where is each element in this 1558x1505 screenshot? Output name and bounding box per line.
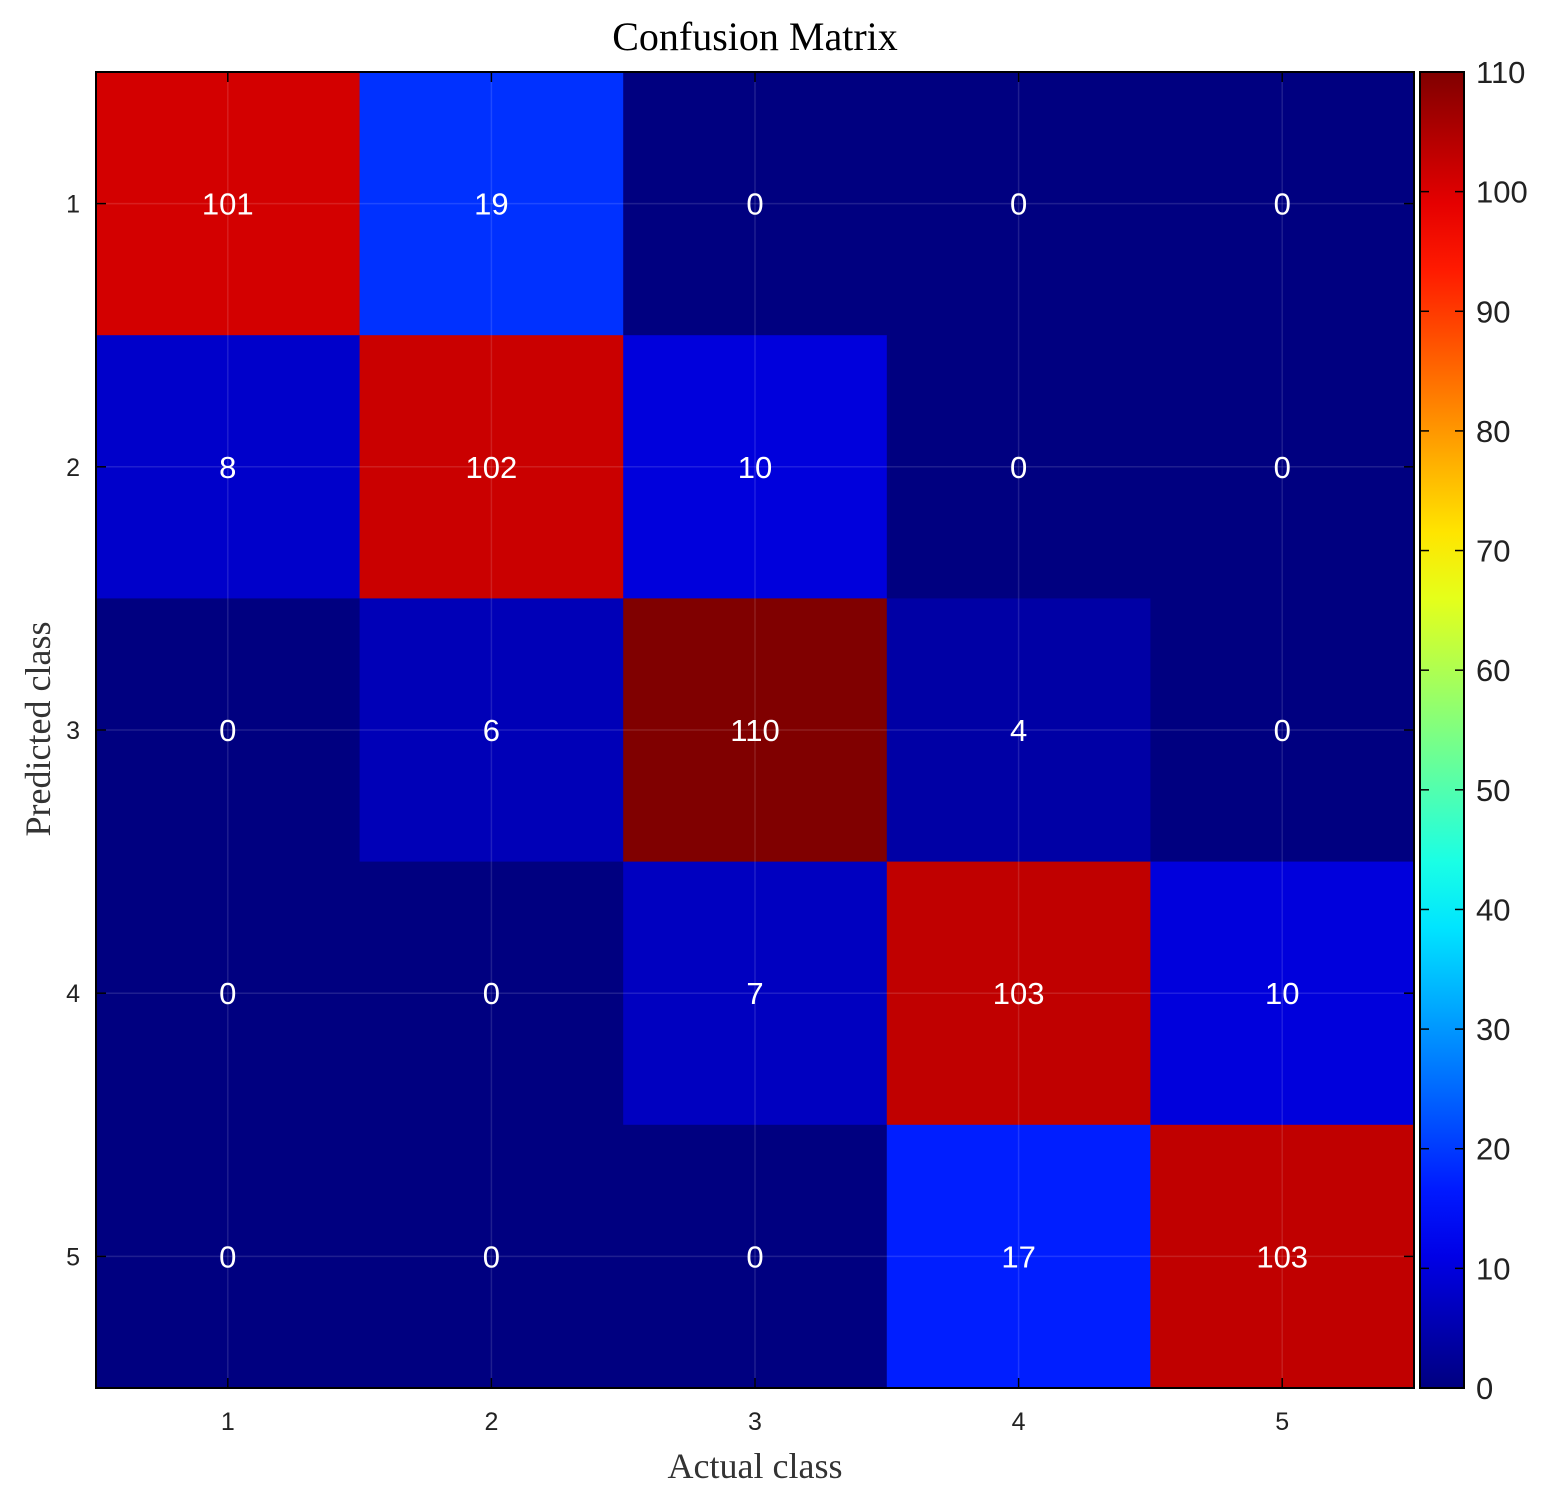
x-tick-label: 1 [221, 1408, 235, 1436]
y-axis-ticks: 1 2 3 4 5 [66, 191, 1414, 1271]
heatmap-cell [886, 861, 1151, 1126]
heatmap-cell [96, 72, 361, 336]
heatmap-cell [96, 861, 361, 1126]
cell-value-label: 0 [1010, 450, 1027, 485]
heatmap-cell [359, 335, 624, 599]
cell-value-label: 103 [993, 976, 1045, 1011]
heatmap-cell [96, 598, 361, 863]
heatmap-cell [359, 598, 624, 863]
colorbar-tick-label: 110 [1476, 55, 1525, 90]
cell-value-label: 0 [1010, 187, 1027, 222]
colorbar-tick-label: 20 [1476, 1132, 1510, 1167]
colorbar: 0 10 20 30 40 50 60 70 80 90 100 110 [1419, 55, 1528, 1406]
cell-value-label: 110 [730, 713, 779, 748]
cell-value-label: 0 [483, 1239, 500, 1274]
x-axis-label: Actual class [668, 1446, 843, 1486]
cell-value-label: 103 [1256, 1239, 1308, 1274]
heatmap-cell [1150, 1124, 1415, 1389]
heatmap-cell [1150, 335, 1415, 599]
cell-value-label: 19 [474, 187, 508, 222]
cell-value-label: 17 [1001, 1239, 1035, 1274]
x-tick-label: 4 [1012, 1408, 1026, 1436]
cell-value-label: 0 [746, 187, 763, 222]
cell-value-labels: 101 19 0 0 0 8 102 10 0 0 0 6 110 4 0 0 0 7 103 10 0 0 0 17 103 [202, 187, 1308, 1275]
colorbar-tick-label: 50 [1476, 773, 1510, 808]
chart-title: Confusion Matrix [612, 14, 898, 59]
cell-value-label: 0 [219, 713, 236, 748]
heatmap-cell [623, 1124, 888, 1389]
colorbar-tick-label: 80 [1476, 414, 1510, 449]
cell-value-label: 102 [466, 450, 518, 485]
y-tick-label: 1 [66, 191, 80, 219]
heatmap-cell [359, 1124, 624, 1389]
colorbar-tick-label: 70 [1476, 534, 1510, 569]
heatmap-cells [96, 72, 1415, 1389]
cell-value-label: 0 [219, 1239, 236, 1274]
x-axis-ticks: 1 2 3 4 5 [221, 72, 1289, 1436]
x-tick-label: 2 [484, 1408, 498, 1436]
colorbar-tick-label: 0 [1476, 1371, 1493, 1406]
cell-value-label: 10 [1265, 976, 1299, 1011]
heatmap-cell [96, 335, 361, 599]
colorbar-tick-label: 30 [1476, 1012, 1510, 1047]
heatmap-cell [359, 72, 624, 336]
cell-value-label: 4 [1010, 713, 1027, 748]
heatmap-cell [359, 861, 624, 1126]
cell-value-label: 0 [1274, 450, 1291, 485]
heatmap-cell [1150, 72, 1415, 336]
grid-lines [96, 72, 1414, 1388]
cell-value-label: 7 [746, 976, 763, 1011]
cell-value-label: 8 [219, 450, 236, 485]
cell-value-label: 0 [746, 1239, 763, 1274]
heatmap-cell [96, 1124, 361, 1389]
heatmap-cell [886, 598, 1151, 863]
y-tick-label: 3 [66, 717, 80, 745]
heatmap-cell [886, 72, 1151, 336]
cell-value-label: 6 [483, 713, 500, 748]
cell-value-label: 101 [202, 187, 254, 222]
heatmap-cell [886, 1124, 1151, 1389]
colorbar-tick-label: 10 [1476, 1251, 1510, 1286]
heatmap-cell [1150, 598, 1415, 863]
colorbar-tick-label: 100 [1476, 175, 1528, 210]
y-tick-label: 2 [66, 454, 80, 482]
cell-value-label: 0 [483, 976, 500, 1011]
heatmap-cell [623, 598, 888, 863]
x-tick-label: 5 [1275, 1408, 1289, 1436]
y-tick-label: 5 [66, 1243, 80, 1271]
cell-value-label: 10 [738, 450, 772, 485]
colorbar-tick-label: 90 [1476, 294, 1510, 329]
colorbar-tick-label: 60 [1476, 653, 1510, 688]
y-tick-label: 4 [66, 980, 80, 1008]
cell-value-label: 0 [1274, 187, 1291, 222]
cell-value-label: 0 [219, 976, 236, 1011]
heatmap-cell [623, 335, 888, 599]
heatmap-cell [623, 72, 888, 336]
cell-value-label: 0 [1274, 713, 1291, 748]
heatmap-cell [886, 335, 1151, 599]
y-axis-label: Predicted class [18, 622, 58, 837]
colorbar-tick-label: 40 [1476, 892, 1510, 927]
colorbar-gradient [1419, 71, 1465, 1389]
x-tick-label: 3 [748, 1408, 762, 1436]
heatmap-cell [1150, 861, 1415, 1126]
heatmap-cell [623, 861, 888, 1126]
